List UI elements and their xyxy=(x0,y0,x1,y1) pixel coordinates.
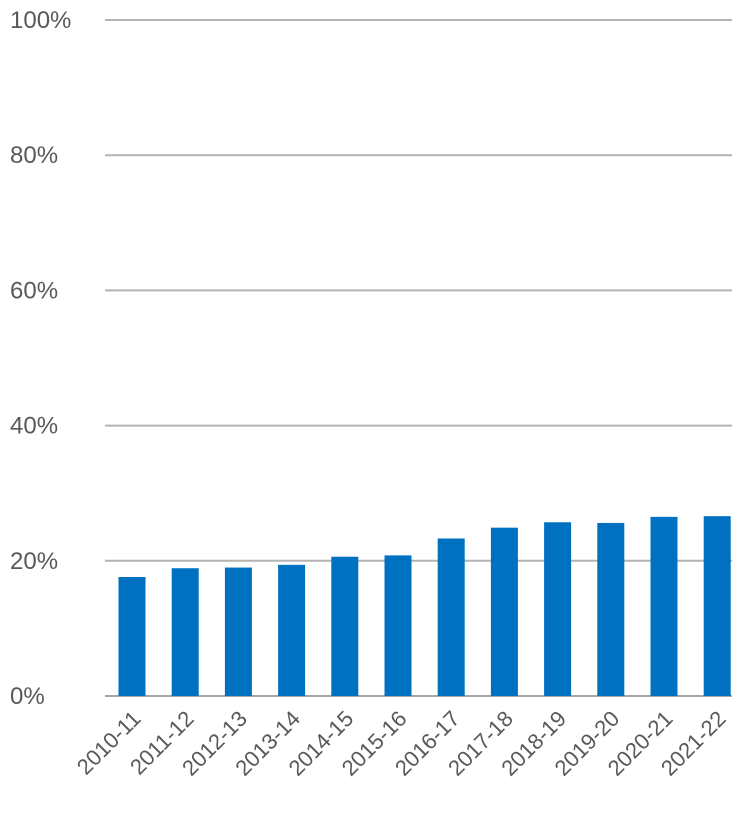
gridlines xyxy=(105,19,732,697)
bar-2016-17 xyxy=(437,538,465,696)
y-tick-label: 60% xyxy=(10,277,58,304)
y-tick-label: 80% xyxy=(10,142,58,169)
bar-2021-22 xyxy=(703,516,731,696)
bar-2012-13 xyxy=(224,567,252,696)
bar-2020-21 xyxy=(650,516,678,696)
bar-2010-11 xyxy=(118,577,146,696)
y-axis-ticks: 0% 20% 40% 60% 80% 100% xyxy=(10,7,71,710)
y-tick-label: 100% xyxy=(10,7,71,34)
bars xyxy=(118,516,731,696)
y-tick-label: 20% xyxy=(10,548,58,575)
y-tick-label: 40% xyxy=(10,413,58,440)
bar-2015-16 xyxy=(384,555,412,696)
bar-2013-14 xyxy=(278,564,306,696)
bar-2011-12 xyxy=(171,568,199,696)
bar-2019-20 xyxy=(597,522,625,696)
bar-2017-18 xyxy=(490,527,518,696)
bar-2014-15 xyxy=(331,556,359,696)
bar-2018-19 xyxy=(544,522,572,696)
x-axis-ticks: 2010-112011-122012-132013-142014-152015-… xyxy=(72,706,731,781)
y-tick-label: 0% xyxy=(10,683,45,710)
